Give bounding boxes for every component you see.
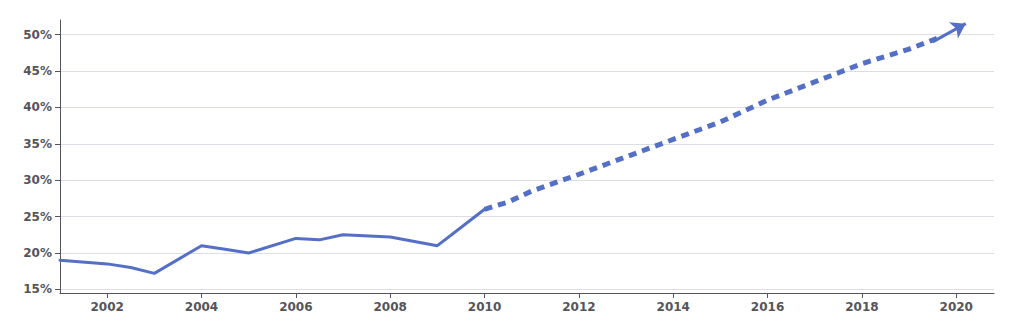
svg-text:2020: 2020 xyxy=(940,300,973,314)
svg-text:30%: 30% xyxy=(23,173,52,187)
svg-text:2016: 2016 xyxy=(751,300,784,314)
svg-text:50%: 50% xyxy=(23,28,52,42)
svg-text:2012: 2012 xyxy=(562,300,595,314)
svg-text:2004: 2004 xyxy=(185,300,218,314)
svg-text:2010: 2010 xyxy=(468,300,501,314)
svg-text:25%: 25% xyxy=(23,210,52,224)
svg-text:45%: 45% xyxy=(23,64,52,78)
svg-text:35%: 35% xyxy=(23,137,52,151)
svg-text:15%: 15% xyxy=(23,282,52,296)
svg-text:2006: 2006 xyxy=(279,300,312,314)
svg-text:20%: 20% xyxy=(23,246,52,260)
svg-text:2014: 2014 xyxy=(657,300,690,314)
svg-text:2018: 2018 xyxy=(845,300,878,314)
svg-text:2008: 2008 xyxy=(373,300,406,314)
svg-text:40%: 40% xyxy=(23,100,52,114)
svg-text:2002: 2002 xyxy=(90,300,123,314)
